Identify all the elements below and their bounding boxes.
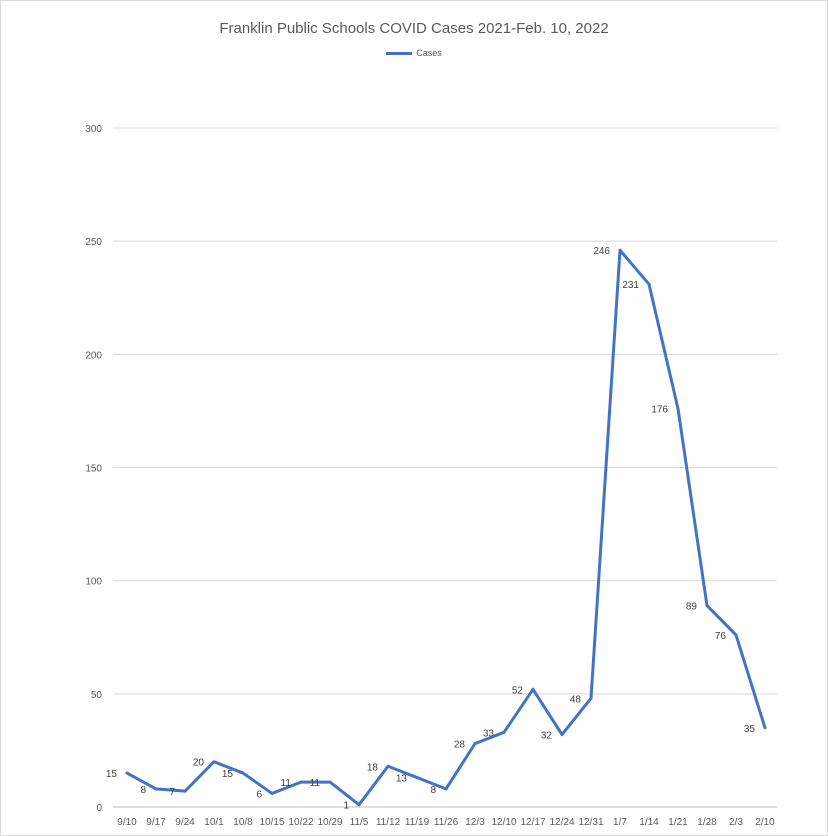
data-label: 52	[512, 685, 524, 696]
data-point	[618, 248, 622, 252]
data-point	[125, 771, 129, 775]
y-tick-label: 100	[85, 577, 102, 588]
x-tick-label: 9/24	[175, 817, 195, 828]
data-point	[241, 771, 245, 775]
data-point	[589, 696, 593, 700]
data-label: 89	[686, 602, 698, 613]
data-label: 11	[281, 778, 292, 789]
chart-title: Franklin Public Schools COVID Cases 2021…	[219, 20, 609, 37]
x-tick-label: 10/8	[233, 817, 253, 828]
data-point	[270, 791, 274, 795]
data-label: 28	[454, 740, 466, 751]
data-label: 76	[715, 631, 727, 642]
data-label: 231	[622, 280, 639, 291]
x-tick-label: 1/7	[613, 817, 627, 828]
data-point	[531, 687, 535, 691]
data-label: 33	[483, 728, 495, 739]
x-tick-label: 12/24	[549, 817, 574, 828]
data-point	[560, 733, 564, 737]
x-tick-label: 9/10	[117, 817, 137, 828]
x-tick-label: 11/12	[376, 817, 401, 828]
x-tick-label: 11/26	[434, 817, 459, 828]
data-label: 176	[651, 405, 668, 416]
data-label: 15	[222, 769, 234, 780]
data-point	[212, 760, 216, 764]
x-tick-label: 1/28	[697, 817, 717, 828]
data-label: 246	[593, 246, 610, 257]
x-tick-label: 12/17	[520, 817, 545, 828]
data-point	[444, 787, 448, 791]
x-tick-label: 12/31	[578, 817, 603, 828]
x-tick-label: 12/3	[465, 817, 485, 828]
data-point	[386, 764, 390, 768]
x-tick-label: 10/29	[317, 817, 342, 828]
legend-swatch	[386, 51, 413, 55]
data-point	[299, 780, 303, 784]
x-tick-label: 9/17	[146, 817, 166, 828]
y-tick-label: 250	[85, 237, 102, 248]
data-label: 48	[570, 694, 582, 705]
x-tick-label: 2/3	[729, 817, 743, 828]
y-tick-label: 200	[85, 350, 102, 361]
data-label: 6	[256, 789, 262, 800]
y-tick-label: 150	[85, 464, 102, 475]
x-tick-label: 11/19	[405, 817, 430, 828]
data-point	[705, 604, 709, 608]
data-point	[357, 803, 361, 807]
data-label: 1	[343, 801, 349, 812]
x-tick-label: 10/22	[288, 817, 313, 828]
data-point	[154, 787, 158, 791]
x-tick-label: 11/5	[350, 817, 369, 828]
x-tick-label: 2/10	[755, 817, 775, 828]
series-line-cases	[126, 248, 767, 807]
data-point	[502, 730, 506, 734]
data-label: 7	[169, 787, 175, 798]
data-label: 15	[106, 769, 118, 780]
data-label: 8	[140, 785, 146, 796]
legend-label: Cases	[416, 48, 442, 58]
data-label: 20	[193, 758, 205, 769]
x-tick-label: 10/1	[204, 817, 224, 828]
data-point	[734, 633, 738, 637]
data-point	[763, 726, 767, 730]
data-point	[415, 776, 419, 780]
y-tick-label: 50	[91, 690, 103, 701]
x-tick-label: 1/14	[639, 817, 659, 828]
data-label: 35	[744, 724, 756, 735]
x-tick-label: 12/10	[491, 817, 516, 828]
data-point	[328, 780, 332, 784]
data-point	[676, 407, 680, 411]
data-label: 11	[310, 778, 321, 789]
data-label: 18	[367, 762, 379, 773]
data-label: 13	[396, 774, 408, 785]
data-label: 8	[430, 785, 436, 796]
legend: Cases	[0, 48, 828, 58]
data-point	[473, 742, 477, 746]
y-tick-label: 300	[85, 124, 102, 135]
data-point	[183, 789, 187, 793]
x-tick-label: 10/15	[259, 817, 284, 828]
y-tick-label: 0	[96, 803, 102, 814]
data-point	[647, 282, 651, 286]
data-label: 32	[541, 731, 553, 742]
x-tick-label: 1/21	[668, 817, 688, 828]
